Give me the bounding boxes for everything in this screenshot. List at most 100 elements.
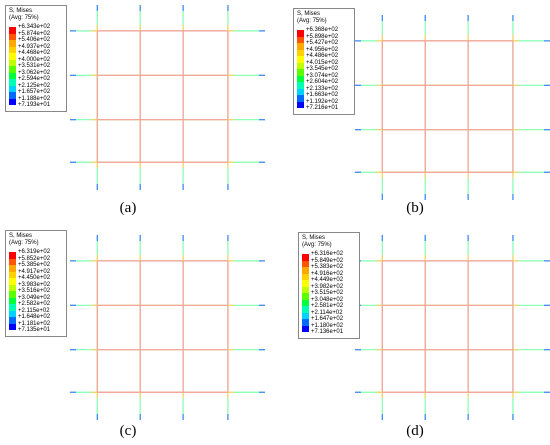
- legend-swatch: [9, 92, 16, 99]
- legend-swatch: [9, 323, 16, 331]
- legend-label: +6.316e+02: [311, 251, 344, 257]
- legend-title: S, Mises: [9, 8, 33, 14]
- legend-label: +1.181e+02: [18, 320, 51, 327]
- legend-label: +3.516e+02: [18, 288, 51, 294]
- legend-scale: +6.316e+02 +5.849e+02 +5.383e+02 +4.916e+02…: [302, 251, 356, 336]
- legend-label: +2.115e+02: [18, 307, 50, 314]
- legend-title: S, Mises: [297, 11, 321, 17]
- caption: (b): [406, 200, 424, 216]
- legend: S, Mises (Avg: 75%) +6.316e+02 +5.849e+02 +5…: [298, 232, 360, 339]
- legend-label: +5.427e+02: [306, 40, 339, 46]
- legend-swatch: [297, 56, 304, 63]
- legend-label: +3.074e+02: [306, 72, 339, 79]
- legend-swatch: [302, 286, 309, 294]
- legend-swatch: [302, 325, 309, 333]
- legend-label: +3.515e+02: [311, 290, 344, 296]
- legend-swatch: [297, 101, 304, 109]
- legend-scale: +6.343e+02 +5.874e+02 +5.406e+02 +4.937e+02…: [9, 24, 63, 109]
- legend-swatch: [302, 312, 309, 320]
- legend-label: +4.956e+02: [306, 46, 339, 53]
- legend-swatch: [302, 319, 309, 326]
- legend-swatch: [302, 267, 309, 274]
- legend-swatch: [9, 271, 16, 279]
- legend-label: +4.450e+02: [18, 275, 51, 281]
- legend-label: +2.581e+02: [311, 303, 344, 309]
- legend-subtitle: (Avg: 75%): [302, 241, 332, 248]
- legend-label: +3.545e+02: [306, 66, 339, 72]
- legend-swatch: [302, 273, 309, 281]
- legend-swatch: [297, 88, 304, 96]
- legend-swatch: [9, 66, 16, 73]
- legend-swatch: [9, 59, 16, 67]
- legend-swatch: [297, 69, 304, 76]
- legend-swatch: [302, 306, 309, 313]
- legend-label: +1.647e+02: [311, 316, 344, 322]
- legend-label: +2.594e+02: [18, 76, 51, 82]
- legend-label: +6.319e+02: [18, 249, 51, 255]
- legend-label: +2.125e+02: [18, 82, 51, 89]
- legend-swatch: [9, 33, 16, 41]
- legend-label: +4.937e+02: [18, 43, 51, 50]
- legend-label: +6.368e+02: [306, 27, 339, 33]
- legend-label: +1.192e+02: [306, 98, 339, 105]
- legend-label: +7.136e+01: [311, 329, 344, 335]
- legend-swatch: [302, 280, 309, 287]
- legend-label: +6.343e+02: [18, 24, 51, 30]
- legend-label: +2.114e+02: [311, 309, 343, 316]
- legend-swatch: [9, 284, 16, 292]
- legend-label: +3.982e+02: [311, 283, 344, 290]
- legend-label: +5.849e+02: [311, 257, 344, 264]
- legend-label: +5.383e+02: [311, 264, 344, 270]
- legend-label: +1.663e+02: [306, 92, 339, 98]
- legend-swatch: [297, 49, 304, 57]
- legend-label: +4.468e+02: [18, 50, 51, 56]
- legend-swatch: [302, 260, 309, 268]
- legend-label: +5.874e+02: [18, 30, 51, 37]
- legend-swatch: [9, 72, 16, 80]
- legend-swatch: [302, 293, 309, 300]
- legend-label: +3.531e+02: [18, 63, 51, 69]
- legend-label: +2.604e+02: [306, 79, 339, 85]
- legend-swatch: [297, 95, 304, 102]
- legend-label: +3.062e+02: [18, 69, 51, 76]
- caption: (d): [406, 423, 424, 439]
- legend-label: +4.916e+02: [311, 270, 344, 277]
- legend-label: +7.193e+01: [18, 102, 51, 108]
- legend-label: +1.188e+02: [18, 95, 51, 102]
- legend-swatch: [297, 36, 304, 44]
- legend-label: +2.582e+02: [18, 301, 51, 307]
- legend-subtitle: (Avg: 75%): [9, 239, 39, 246]
- caption: (a): [119, 200, 137, 216]
- legend-label: +7.216e+01: [306, 105, 339, 111]
- legend-scale: +6.319e+02 +5.852e+02 +5.385e+02 +4.917e+02…: [9, 249, 63, 334]
- legend-label: +4.449e+02: [311, 277, 344, 283]
- legend-label: +5.852e+02: [18, 255, 51, 262]
- legend-swatch: [9, 98, 16, 106]
- legend-label: +5.898e+02: [306, 33, 339, 40]
- legend-subtitle: (Avg: 75%): [297, 17, 327, 24]
- legend-title: S, Mises: [9, 233, 33, 239]
- legend-swatch: [9, 297, 16, 305]
- legend-swatch: [297, 62, 304, 70]
- legend-label: +4.917e+02: [18, 268, 51, 275]
- legend-swatch: [9, 278, 16, 285]
- legend-subtitle: (Avg: 75%): [9, 14, 39, 21]
- legend-swatch: [302, 299, 309, 307]
- legend-swatch: [9, 85, 16, 93]
- legend-label: +3.048e+02: [311, 296, 344, 303]
- legend-scale: +6.368e+02 +5.898e+02 +5.427e+02 +4.956e+02…: [297, 27, 351, 112]
- legend-title: S, Mises: [302, 235, 326, 241]
- legend-label: +5.385e+02: [18, 262, 51, 268]
- legend-label: +4.486e+02: [306, 53, 339, 59]
- legend-swatch: [9, 304, 16, 311]
- legend-label: +1.648e+02: [18, 314, 51, 320]
- legend-label: +3.049e+02: [18, 294, 51, 301]
- legend-swatch: [9, 27, 16, 34]
- legend-swatch: [297, 30, 304, 37]
- legend-swatch: [9, 252, 16, 259]
- legend-swatch: [9, 317, 16, 324]
- legend-label: +1.657e+02: [18, 89, 51, 95]
- legend-swatch: [302, 254, 309, 261]
